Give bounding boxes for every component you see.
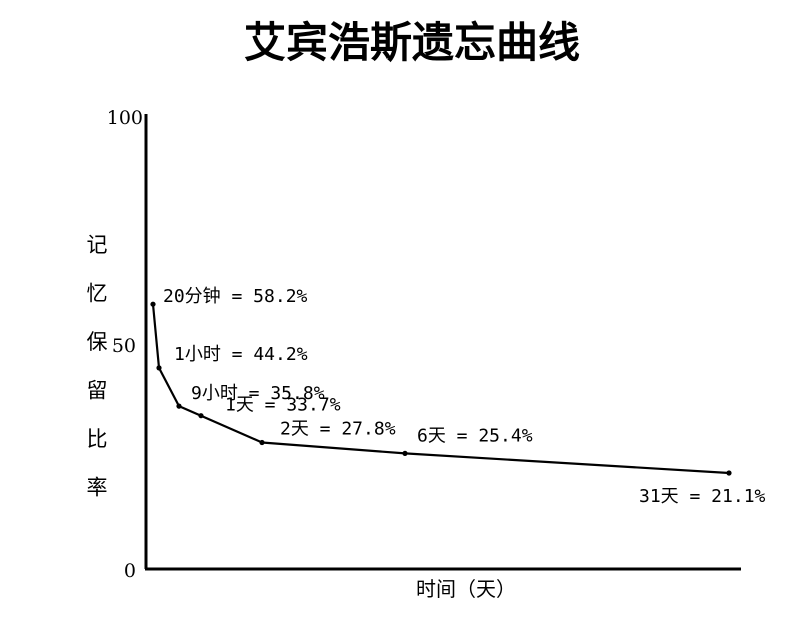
data-point-markers [150,301,732,476]
y-axis-label-char: 比 [87,427,108,451]
x-axis-label: 时间（天） [416,577,516,601]
data-point-marker [726,470,732,476]
y-tick-label-0: 0 [124,560,136,582]
y-axis-label-char: 率 [87,476,108,500]
data-point-marker [198,413,204,419]
data-point-marker [259,439,265,446]
y-tick-label-100: 100 [107,107,143,129]
data-point-label: 2天 = 27.8% [280,419,396,440]
data-point-label: 31天 = 21.1% [639,486,766,507]
y-tick-label-50: 50 [112,335,136,357]
data-point-labels: 20分钟 = 58.2% 1小时 = 44.2% 9小时 = 35.8%1天 = 3… [163,286,766,507]
y-axis-label-char: 记 [87,233,108,257]
data-point-label: 20分钟 = 58.2% [163,286,308,307]
data-point-marker [150,301,156,307]
y-axis-label-char: 保 [87,330,108,354]
data-point-marker [402,450,408,456]
data-point-label: 1天 = 33.7% [225,395,341,416]
data-point-label: 9小时 = 35.8% [191,383,325,404]
data-point-label: 1小时 = 44.2% [174,344,308,365]
chart-title: 艾宾浩斯遗忘曲线 [244,18,580,67]
y-axis-label-char: 忆 [87,282,108,306]
data-point-marker [156,365,162,371]
data-point-marker [176,403,182,409]
data-point-label: 6天 = 25.4% [417,425,533,446]
y-axis-label-char: 留 [87,379,108,403]
